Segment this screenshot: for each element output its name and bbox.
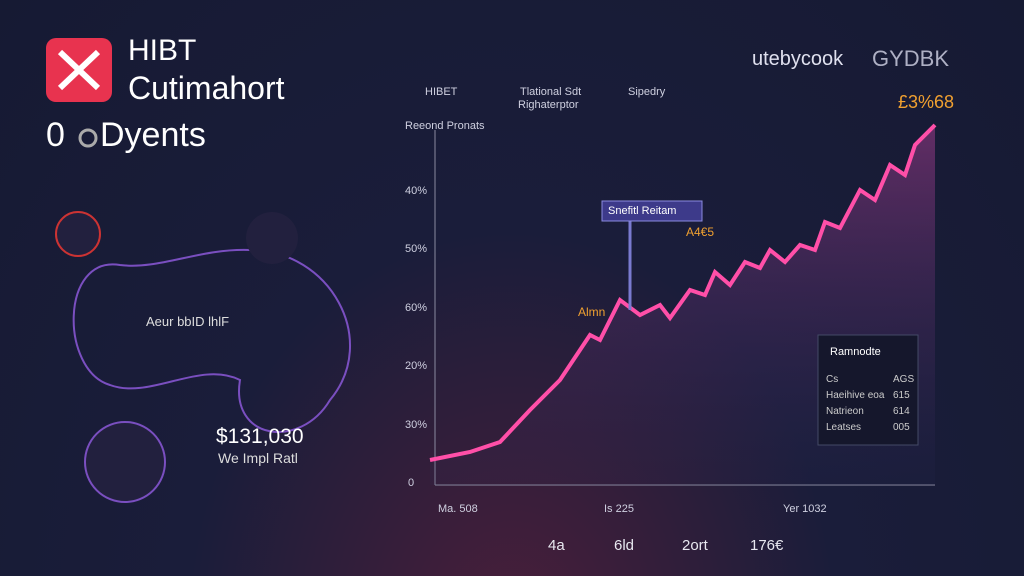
caption: Aeur bbID lhlF — [146, 314, 230, 329]
tag: Almn — [578, 305, 606, 319]
legend-label: Haeihive eoa — [826, 390, 885, 401]
legend-value: AGS — [893, 374, 915, 385]
logo: utebycook — [752, 48, 844, 70]
amount: $131,030 — [216, 425, 304, 448]
legend-value: 005 — [893, 422, 910, 433]
stat: 4a — [548, 537, 565, 554]
y-label: 60% — [405, 302, 428, 314]
note: We Impl Ratl — [218, 450, 298, 466]
top-label: Tlational Sdt — [520, 86, 582, 98]
line — [429, 123, 937, 462]
brand-glyph — [57, 49, 101, 91]
stat: 2ort — [682, 537, 708, 554]
icon-circle — [246, 212, 298, 264]
sub-prefix: 0 — [46, 116, 65, 154]
legend-label: Cs — [826, 374, 839, 385]
sub-word: Dyents — [100, 116, 206, 154]
x-label: Is 225 — [604, 503, 634, 515]
chart-title: Reeond Pronats — [405, 120, 485, 132]
y-label: 30% — [405, 419, 428, 431]
sub-dot — [78, 128, 98, 148]
legend-box — [817, 334, 919, 446]
legend-value: 614 — [893, 406, 910, 417]
brand-line1: HIBT — [128, 34, 197, 67]
legend-label: Natrieon — [826, 406, 864, 417]
tag: A4€5 — [686, 225, 715, 239]
stat: 6ld — [614, 537, 635, 554]
x-label: Yer 1032 — [783, 503, 827, 515]
bubble-small — [84, 421, 166, 503]
brand-line2: Cutimahort — [128, 70, 285, 106]
y-label: 40% — [405, 185, 428, 197]
y-label: 20% — [405, 360, 428, 372]
bubble-outline — [72, 248, 351, 434]
legend-title: Ramnodte — [830, 346, 881, 358]
logo: GYDBK — [872, 46, 950, 71]
top-label: Sipedry — [628, 86, 666, 98]
x-label: Ma. 508 — [438, 503, 478, 515]
top-sublabel: Righaterptor — [518, 99, 579, 111]
top-label: HIBET — [425, 86, 458, 98]
area — [430, 125, 935, 485]
price: £3%68 — [898, 92, 955, 112]
legend-label: Leatses — [826, 422, 862, 433]
callout-box — [601, 200, 703, 222]
y-label: 50% — [405, 243, 428, 255]
callout-text: Snefitl Reitam — [608, 205, 677, 217]
icon-circle — [55, 211, 101, 257]
y-label: 0 — [408, 477, 415, 489]
stat: 176€ — [750, 537, 784, 554]
legend-value: 615 — [893, 390, 910, 401]
